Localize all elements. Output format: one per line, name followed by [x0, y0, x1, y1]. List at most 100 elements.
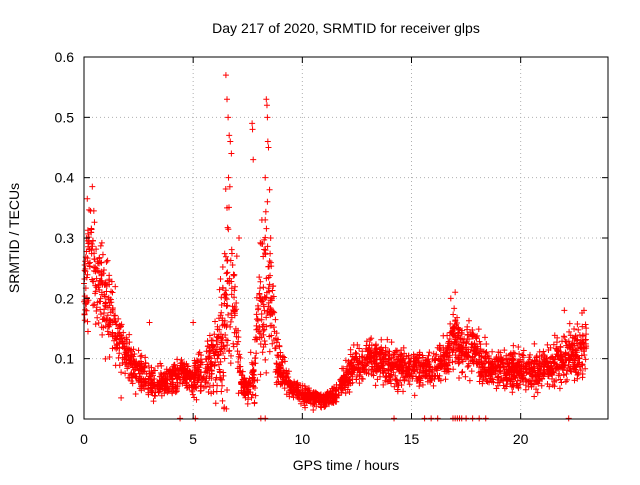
data-point — [263, 102, 270, 109]
data-point — [468, 340, 475, 347]
data-point — [464, 363, 471, 370]
data-point — [196, 349, 203, 356]
data-point — [473, 350, 480, 357]
data-point — [261, 307, 268, 314]
data-point — [492, 368, 499, 375]
data-point — [571, 349, 578, 356]
data-point — [191, 381, 198, 388]
x-tick-label: 15 — [404, 431, 420, 447]
data-point — [444, 332, 451, 339]
data-point — [267, 297, 274, 304]
data-point — [356, 373, 363, 380]
data-point — [372, 367, 379, 374]
data-point — [306, 398, 313, 405]
data-point — [378, 349, 385, 356]
data-point — [322, 403, 329, 410]
data-point — [103, 317, 110, 324]
data-point — [214, 323, 221, 330]
data-point — [522, 386, 529, 393]
data-point — [534, 359, 541, 366]
data-point — [169, 381, 176, 388]
data-point — [466, 377, 473, 384]
data-point — [97, 306, 104, 313]
data-point — [264, 138, 271, 145]
data-point — [138, 352, 145, 359]
data-point — [574, 320, 581, 327]
data-point — [258, 298, 265, 305]
data-point — [497, 349, 504, 356]
data-point — [441, 361, 448, 368]
data-point — [382, 377, 389, 384]
data-point — [223, 292, 230, 299]
data-point — [269, 340, 276, 347]
data-point — [262, 341, 269, 348]
data-point — [142, 354, 149, 361]
data-point — [309, 400, 316, 407]
data-point — [142, 381, 149, 388]
data-point — [85, 260, 92, 267]
data-point — [106, 316, 113, 323]
data-point — [264, 243, 271, 250]
data-point — [268, 307, 275, 314]
data-point — [390, 354, 397, 361]
data-point — [399, 369, 406, 376]
data-point — [226, 347, 233, 354]
data-point — [380, 356, 387, 363]
data-point — [254, 317, 261, 324]
data-point — [490, 363, 497, 370]
data-point — [500, 364, 507, 371]
data-point — [252, 355, 259, 362]
data-point — [137, 353, 144, 360]
data-point — [227, 318, 234, 325]
data-point — [288, 384, 295, 391]
data-point — [446, 359, 453, 366]
data-point — [494, 379, 501, 386]
data-point — [419, 352, 426, 359]
data-point — [249, 391, 256, 398]
data-point — [477, 341, 484, 348]
data-point — [136, 385, 143, 392]
data-point — [193, 396, 200, 403]
data-point — [379, 369, 386, 376]
data-point — [443, 346, 450, 353]
data-point — [256, 274, 263, 281]
data-point — [315, 391, 322, 398]
data-point — [97, 277, 104, 284]
data-point — [216, 286, 223, 293]
data-point — [97, 298, 104, 305]
data-point — [372, 382, 379, 389]
data-point — [94, 260, 101, 267]
data-point — [262, 247, 269, 254]
data-point — [191, 375, 198, 382]
data-point — [518, 371, 525, 378]
data-point — [434, 363, 441, 370]
data-point — [450, 311, 457, 318]
data-point — [368, 359, 375, 366]
data-point — [148, 377, 155, 384]
data-point — [468, 341, 475, 348]
data-point — [83, 307, 90, 314]
data-point — [166, 385, 173, 392]
data-point — [226, 183, 233, 190]
data-point — [535, 373, 542, 380]
data-point — [364, 359, 371, 366]
data-point — [98, 239, 105, 246]
data-point — [342, 357, 349, 364]
data-point — [228, 150, 235, 157]
data-point — [151, 381, 158, 388]
data-point — [582, 321, 589, 328]
data-point — [215, 352, 222, 359]
data-point — [150, 398, 157, 405]
data-point — [516, 358, 523, 365]
data-point — [319, 393, 326, 400]
data-point — [116, 362, 123, 369]
data-point — [551, 356, 558, 363]
data-point — [483, 340, 490, 347]
data-point — [482, 415, 489, 422]
data-point — [186, 376, 193, 383]
data-point — [221, 250, 228, 257]
data-point — [474, 360, 481, 367]
data-point — [207, 359, 214, 366]
data-point — [273, 381, 280, 388]
data-point — [289, 390, 296, 397]
